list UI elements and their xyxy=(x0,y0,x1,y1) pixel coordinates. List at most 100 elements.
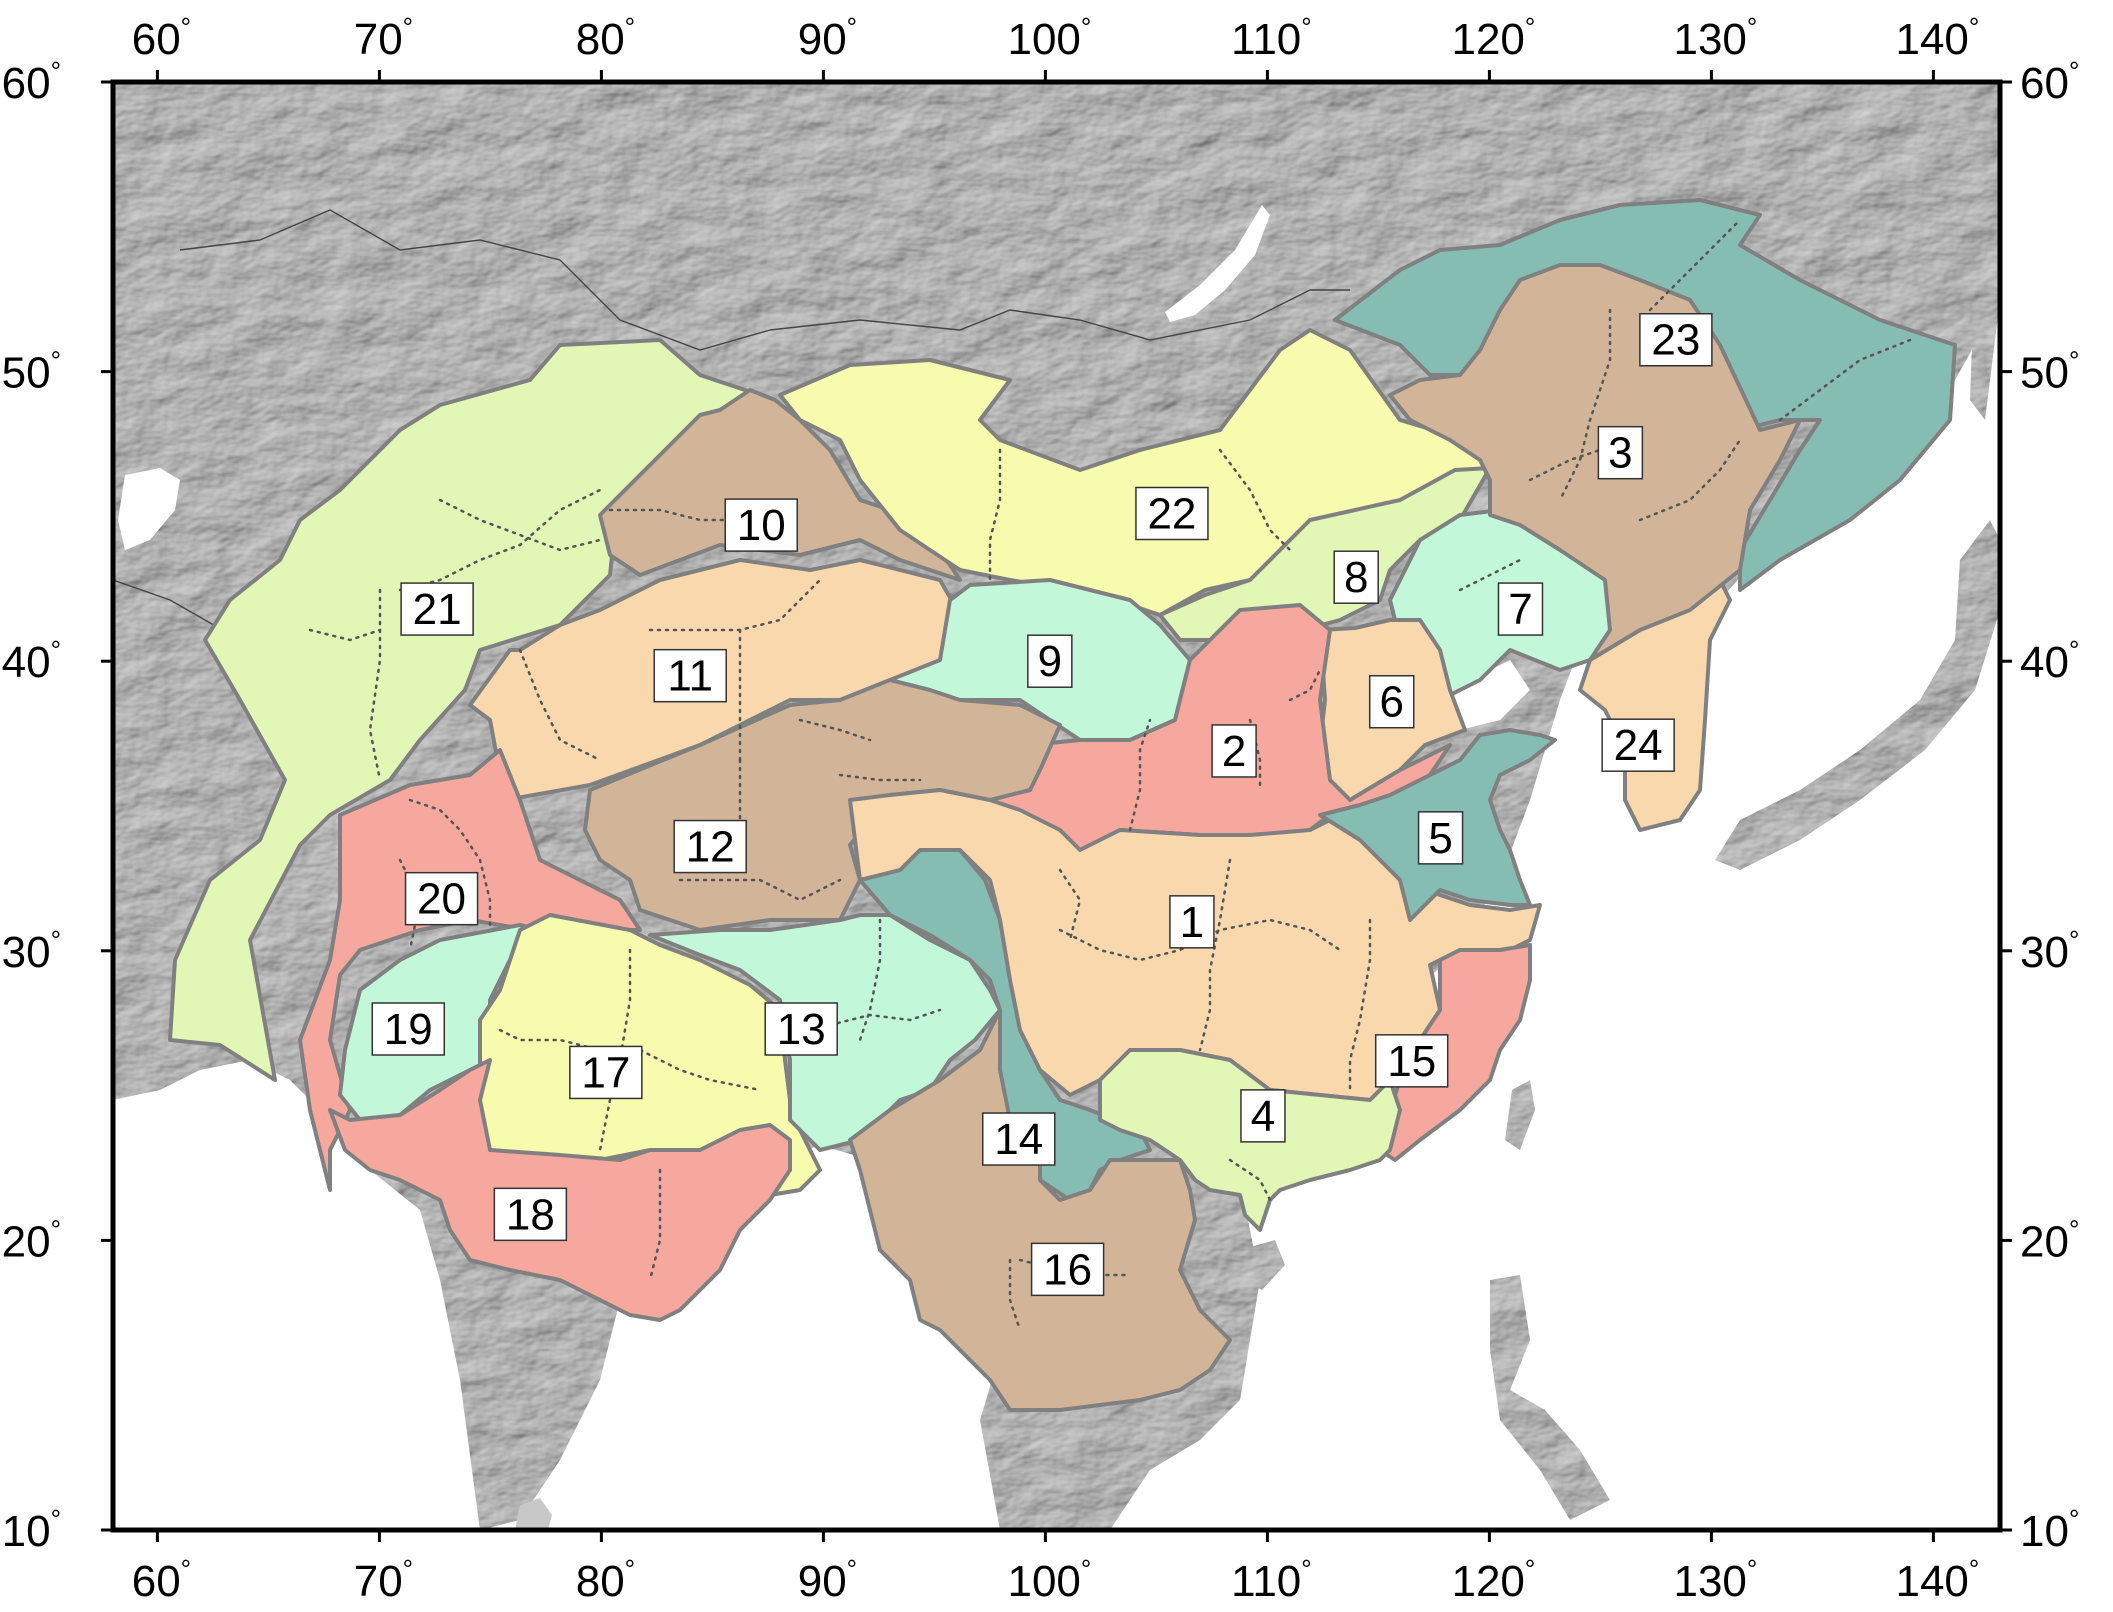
lon-label-bottom-120-value: 120 xyxy=(1451,1557,1524,1606)
region-16 xyxy=(848,1008,1232,1412)
land-philippines xyxy=(1490,1275,1610,1520)
lon-label-bottom-120: 120° xyxy=(1451,1554,1535,1606)
lon-label-top-70-degree: ° xyxy=(403,12,413,42)
region-label-box-8 xyxy=(1333,550,1379,604)
aral-sea xyxy=(118,468,180,550)
region-label-22: 22 xyxy=(1135,486,1209,541)
axis-right: 60°50°40°30°20°10° xyxy=(2000,56,2079,1556)
map-frame xyxy=(110,79,2003,1533)
lat-label-left-50-degree: ° xyxy=(51,346,61,376)
region-label-box-9 xyxy=(1027,634,1073,688)
region-label-box-1 xyxy=(1169,895,1215,949)
axis-left: 60°50°40°30°20°10° xyxy=(2,56,113,1556)
lon-label-bottom-80-degree: ° xyxy=(625,1554,635,1584)
lon-label-top-80: 80° xyxy=(576,12,635,64)
water-bodies xyxy=(118,205,1530,730)
lat-label-left-30: 30° xyxy=(2,925,61,977)
lon-label-bottom-80-value: 80 xyxy=(576,1557,625,1606)
region-label-box-4 xyxy=(1240,1089,1286,1143)
lon-label-top-140: 140° xyxy=(1895,12,1979,64)
region-label-box-22 xyxy=(1135,486,1209,541)
region-label-box-21 xyxy=(400,582,474,636)
region-label-box-11 xyxy=(653,648,727,703)
region-label-1: 1 xyxy=(1169,895,1215,949)
region-label-text-23: 23 xyxy=(1651,316,1700,365)
lat-label-right-30-value: 30 xyxy=(2020,928,2069,977)
region-label-text-4: 4 xyxy=(1251,1092,1275,1141)
lon-label-top-80-value: 80 xyxy=(576,15,625,64)
lon-label-bottom-90-degree: ° xyxy=(847,1554,857,1584)
lon-label-top-70: 70° xyxy=(354,12,413,64)
lat-label-right-50: 50° xyxy=(2020,346,2079,398)
region-label-text-10: 10 xyxy=(737,501,786,550)
land-sri-lanka xyxy=(515,1498,552,1530)
region-label-text-13: 13 xyxy=(777,1005,826,1054)
region-label-box-23 xyxy=(1639,312,1713,367)
region-label-box-15 xyxy=(1374,1034,1449,1088)
region-label-text-24: 24 xyxy=(1614,721,1663,770)
region-label-text-5: 5 xyxy=(1428,814,1452,863)
region-label-box-10 xyxy=(724,498,798,552)
region-label-box-14 xyxy=(982,1112,1056,1166)
lon-label-bottom-130-value: 130 xyxy=(1673,1557,1746,1606)
region-label-5: 5 xyxy=(1417,811,1464,865)
lon-label-top-140-value: 140 xyxy=(1895,15,1968,64)
lat-label-left-50: 50° xyxy=(2,346,61,398)
lat-label-left-60-value: 60 xyxy=(2,59,51,108)
region-label-24: 24 xyxy=(1601,718,1675,772)
lon-label-bottom-90-value: 90 xyxy=(798,1557,847,1606)
land-japan xyxy=(1715,520,2000,870)
lat-label-right-60: 60° xyxy=(2020,56,2079,108)
lat-label-left-20: 20° xyxy=(2,1214,61,1266)
region-label-box-7 xyxy=(1497,582,1544,636)
lat-label-left-10-degree: ° xyxy=(51,1504,61,1534)
lat-label-right-20: 20° xyxy=(2020,1214,2079,1266)
region-label-17: 17 xyxy=(569,1045,643,1100)
land-sakhalin xyxy=(1970,250,2000,420)
axis-bottom: 60° 70° 80° 90° 100° 110° 120° 130° 140° xyxy=(132,1530,1979,1606)
lon-label-top-90: 90° xyxy=(798,12,857,64)
region-label-text-16: 16 xyxy=(1043,1245,1092,1294)
region-label-2: 2 xyxy=(1211,724,1257,778)
region-label-7: 7 xyxy=(1497,582,1544,636)
lon-label-top-110-value: 110 xyxy=(1231,15,1301,64)
lon-label-top-120-degree: ° xyxy=(1525,12,1535,42)
lon-label-top-110-degree: ° xyxy=(1301,12,1311,42)
region-label-13: 13 xyxy=(764,1002,838,1056)
land-taiwan xyxy=(1505,1080,1535,1150)
region-label-box-13 xyxy=(764,1002,838,1056)
lat-label-left-20-degree: ° xyxy=(51,1214,61,1244)
lon-label-top-90-degree: ° xyxy=(847,12,857,42)
region-label-text-8: 8 xyxy=(1344,553,1368,602)
lon-label-bottom-140-value: 140 xyxy=(1895,1557,1968,1606)
region-label-16: 16 xyxy=(1030,1242,1105,1297)
lat-label-left-50-value: 50 xyxy=(2,349,51,398)
region-label-10: 10 xyxy=(724,498,798,552)
region-label-21: 21 xyxy=(400,582,474,636)
lat-label-right-40-value: 40 xyxy=(2020,638,2069,687)
lon-label-top-110: 110° xyxy=(1231,12,1312,64)
region-label-20: 20 xyxy=(404,871,479,926)
lon-label-bottom-60-degree: ° xyxy=(181,1554,191,1584)
lat-label-right-30-degree: ° xyxy=(2069,925,2079,955)
lat-label-right-50-degree: ° xyxy=(2069,346,2079,376)
region-label-text-17: 17 xyxy=(581,1048,630,1097)
lat-label-right-60-value: 60 xyxy=(2020,59,2069,108)
region-label-box-19 xyxy=(371,1002,446,1056)
lon-label-bottom-140-degree: ° xyxy=(1969,1554,1979,1584)
lat-label-left-30-degree: ° xyxy=(51,925,61,955)
land-hainan xyxy=(1240,1240,1285,1290)
regions-layer xyxy=(168,198,1957,1412)
lon-label-bottom-140: 140° xyxy=(1895,1554,1979,1606)
lon-label-top-140-degree: ° xyxy=(1969,12,1979,42)
region-label-4: 4 xyxy=(1240,1089,1286,1143)
lon-label-bottom-110: 110° xyxy=(1231,1554,1312,1606)
lat-label-left-10-value: 10 xyxy=(2,1507,51,1556)
lon-label-top-130-value: 130 xyxy=(1673,15,1746,64)
lon-label-bottom-110-degree: ° xyxy=(1301,1554,1311,1584)
region-label-19: 19 xyxy=(371,1002,446,1056)
region-label-box-17 xyxy=(569,1045,643,1100)
